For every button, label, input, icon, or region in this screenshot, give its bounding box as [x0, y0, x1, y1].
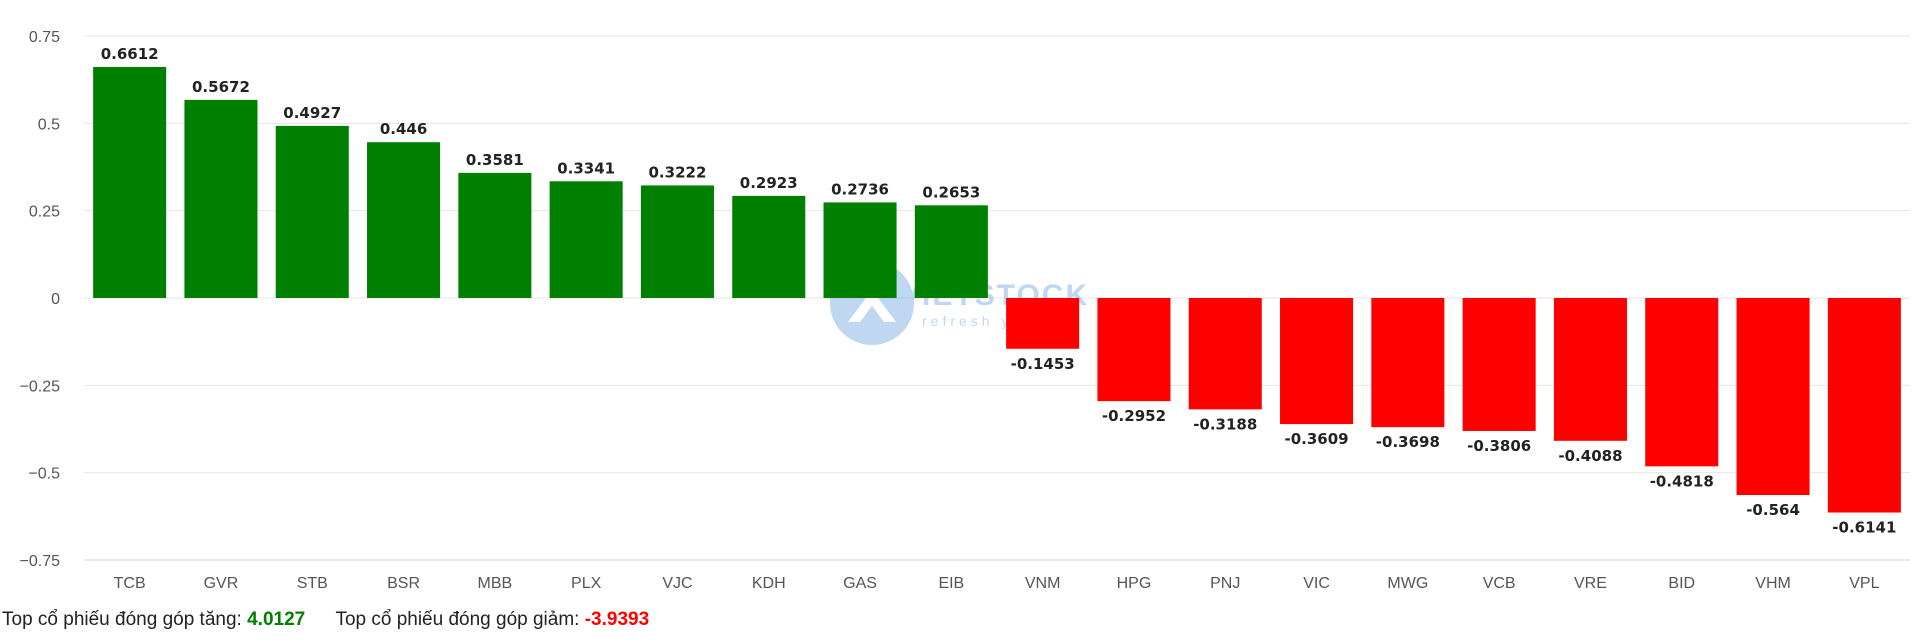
x-tick-label: BID	[1668, 575, 1695, 592]
y-axis-ticks: 0.75 0.5 0.25 0 −0.25 −0.5 −0.75	[20, 29, 61, 570]
bar-vhm[interactable]	[1737, 298, 1810, 495]
bar-bid[interactable]	[1645, 298, 1718, 466]
data-label: 0.6612	[101, 45, 159, 63]
data-label: -0.4818	[1650, 472, 1714, 490]
bar-vic[interactable]	[1280, 298, 1353, 424]
data-label: -0.6141	[1832, 519, 1896, 537]
bar-plx[interactable]	[550, 181, 623, 298]
x-tick-label: VPL	[1849, 575, 1879, 592]
bar-vcb[interactable]	[1463, 298, 1536, 431]
bar-gas[interactable]	[824, 202, 897, 298]
up-value: 4.0127	[247, 609, 305, 630]
x-tick-label: MBB	[478, 575, 513, 592]
y-tick-label: 0	[51, 291, 60, 308]
x-axis-ticks: TCB GVR STB BSR MBB PLX VJC KDH GAS EIB VNM HPG PNJ V…	[114, 575, 1880, 592]
bar-gvr[interactable]	[184, 100, 257, 298]
data-label: 0.2736	[831, 180, 889, 198]
data-label: -0.564	[1746, 501, 1800, 519]
data-label: 0.3222	[649, 163, 707, 181]
data-label: -0.3806	[1467, 437, 1531, 455]
down-value: -3.9393	[585, 609, 649, 630]
up-label: Top cổ phiếu đóng góp tăng:	[2, 609, 242, 630]
y-tick-label: 0.5	[38, 116, 60, 133]
x-tick-label: HPG	[1117, 575, 1152, 592]
bar-pnj[interactable]	[1189, 298, 1262, 409]
data-label: 0.446	[380, 120, 427, 138]
bar-mwg[interactable]	[1371, 298, 1444, 427]
x-tick-label: VNM	[1025, 575, 1061, 592]
x-tick-label: PNJ	[1210, 575, 1240, 592]
data-label: 0.3341	[557, 159, 615, 177]
y-tick-label: −0.25	[20, 378, 61, 395]
x-tick-label: KDH	[752, 575, 786, 592]
x-tick-label: VIC	[1303, 575, 1330, 592]
down-label: Top cổ phiếu đóng góp giảm:	[335, 609, 579, 630]
data-label: -0.2952	[1102, 407, 1166, 425]
x-tick-label: VHM	[1755, 575, 1791, 592]
bar-chart: 0.750.50.250−0.25−0.5−0.75 VIETSTOCK ref…	[0, 0, 1920, 600]
data-label: -0.4088	[1558, 447, 1622, 465]
x-tick-label: GAS	[843, 575, 877, 592]
y-tick-label: −0.5	[28, 466, 60, 483]
bar-kdh[interactable]	[732, 196, 805, 298]
x-tick-label: MWG	[1387, 575, 1428, 592]
bar-hpg[interactable]	[1097, 298, 1170, 401]
bar-vre[interactable]	[1554, 298, 1627, 441]
bar-vjc[interactable]	[641, 185, 714, 298]
x-tick-label: VRE	[1574, 575, 1607, 592]
data-label: -0.3609	[1284, 430, 1348, 448]
bar-tcb[interactable]	[93, 67, 166, 298]
x-tick-label: STB	[297, 575, 328, 592]
bar-vpl[interactable]	[1828, 298, 1901, 513]
data-label: 0.3581	[466, 151, 524, 169]
grid-lines	[84, 36, 1910, 473]
data-label: 0.4927	[283, 104, 341, 122]
bar-eib[interactable]	[915, 205, 988, 298]
contribution-summary: Top cổ phiếu đóng góp tăng: 4.0127 Top c…	[2, 609, 649, 631]
bar-bsr[interactable]	[367, 142, 440, 298]
x-tick-label: EIB	[938, 575, 964, 592]
data-label: 0.2923	[740, 174, 798, 192]
y-tick-label: 0.75	[29, 29, 60, 46]
bar-vnm[interactable]	[1006, 298, 1079, 349]
bar-stb[interactable]	[276, 126, 349, 298]
bar-mbb[interactable]	[458, 173, 531, 298]
x-tick-label: TCB	[114, 575, 146, 592]
y-tick-label: −0.75	[20, 553, 61, 570]
data-label: -0.1453	[1011, 355, 1075, 373]
x-tick-label: VJC	[662, 575, 692, 592]
x-tick-label: VCB	[1483, 575, 1516, 592]
x-tick-label: BSR	[387, 575, 420, 592]
data-label: -0.3188	[1193, 415, 1257, 433]
x-tick-label: GVR	[204, 575, 239, 592]
data-label: 0.5672	[192, 78, 250, 96]
x-tick-label: PLX	[571, 575, 602, 592]
data-label: 0.2653	[922, 183, 980, 201]
data-label: -0.3698	[1376, 433, 1440, 451]
y-tick-label: 0.25	[29, 204, 60, 221]
